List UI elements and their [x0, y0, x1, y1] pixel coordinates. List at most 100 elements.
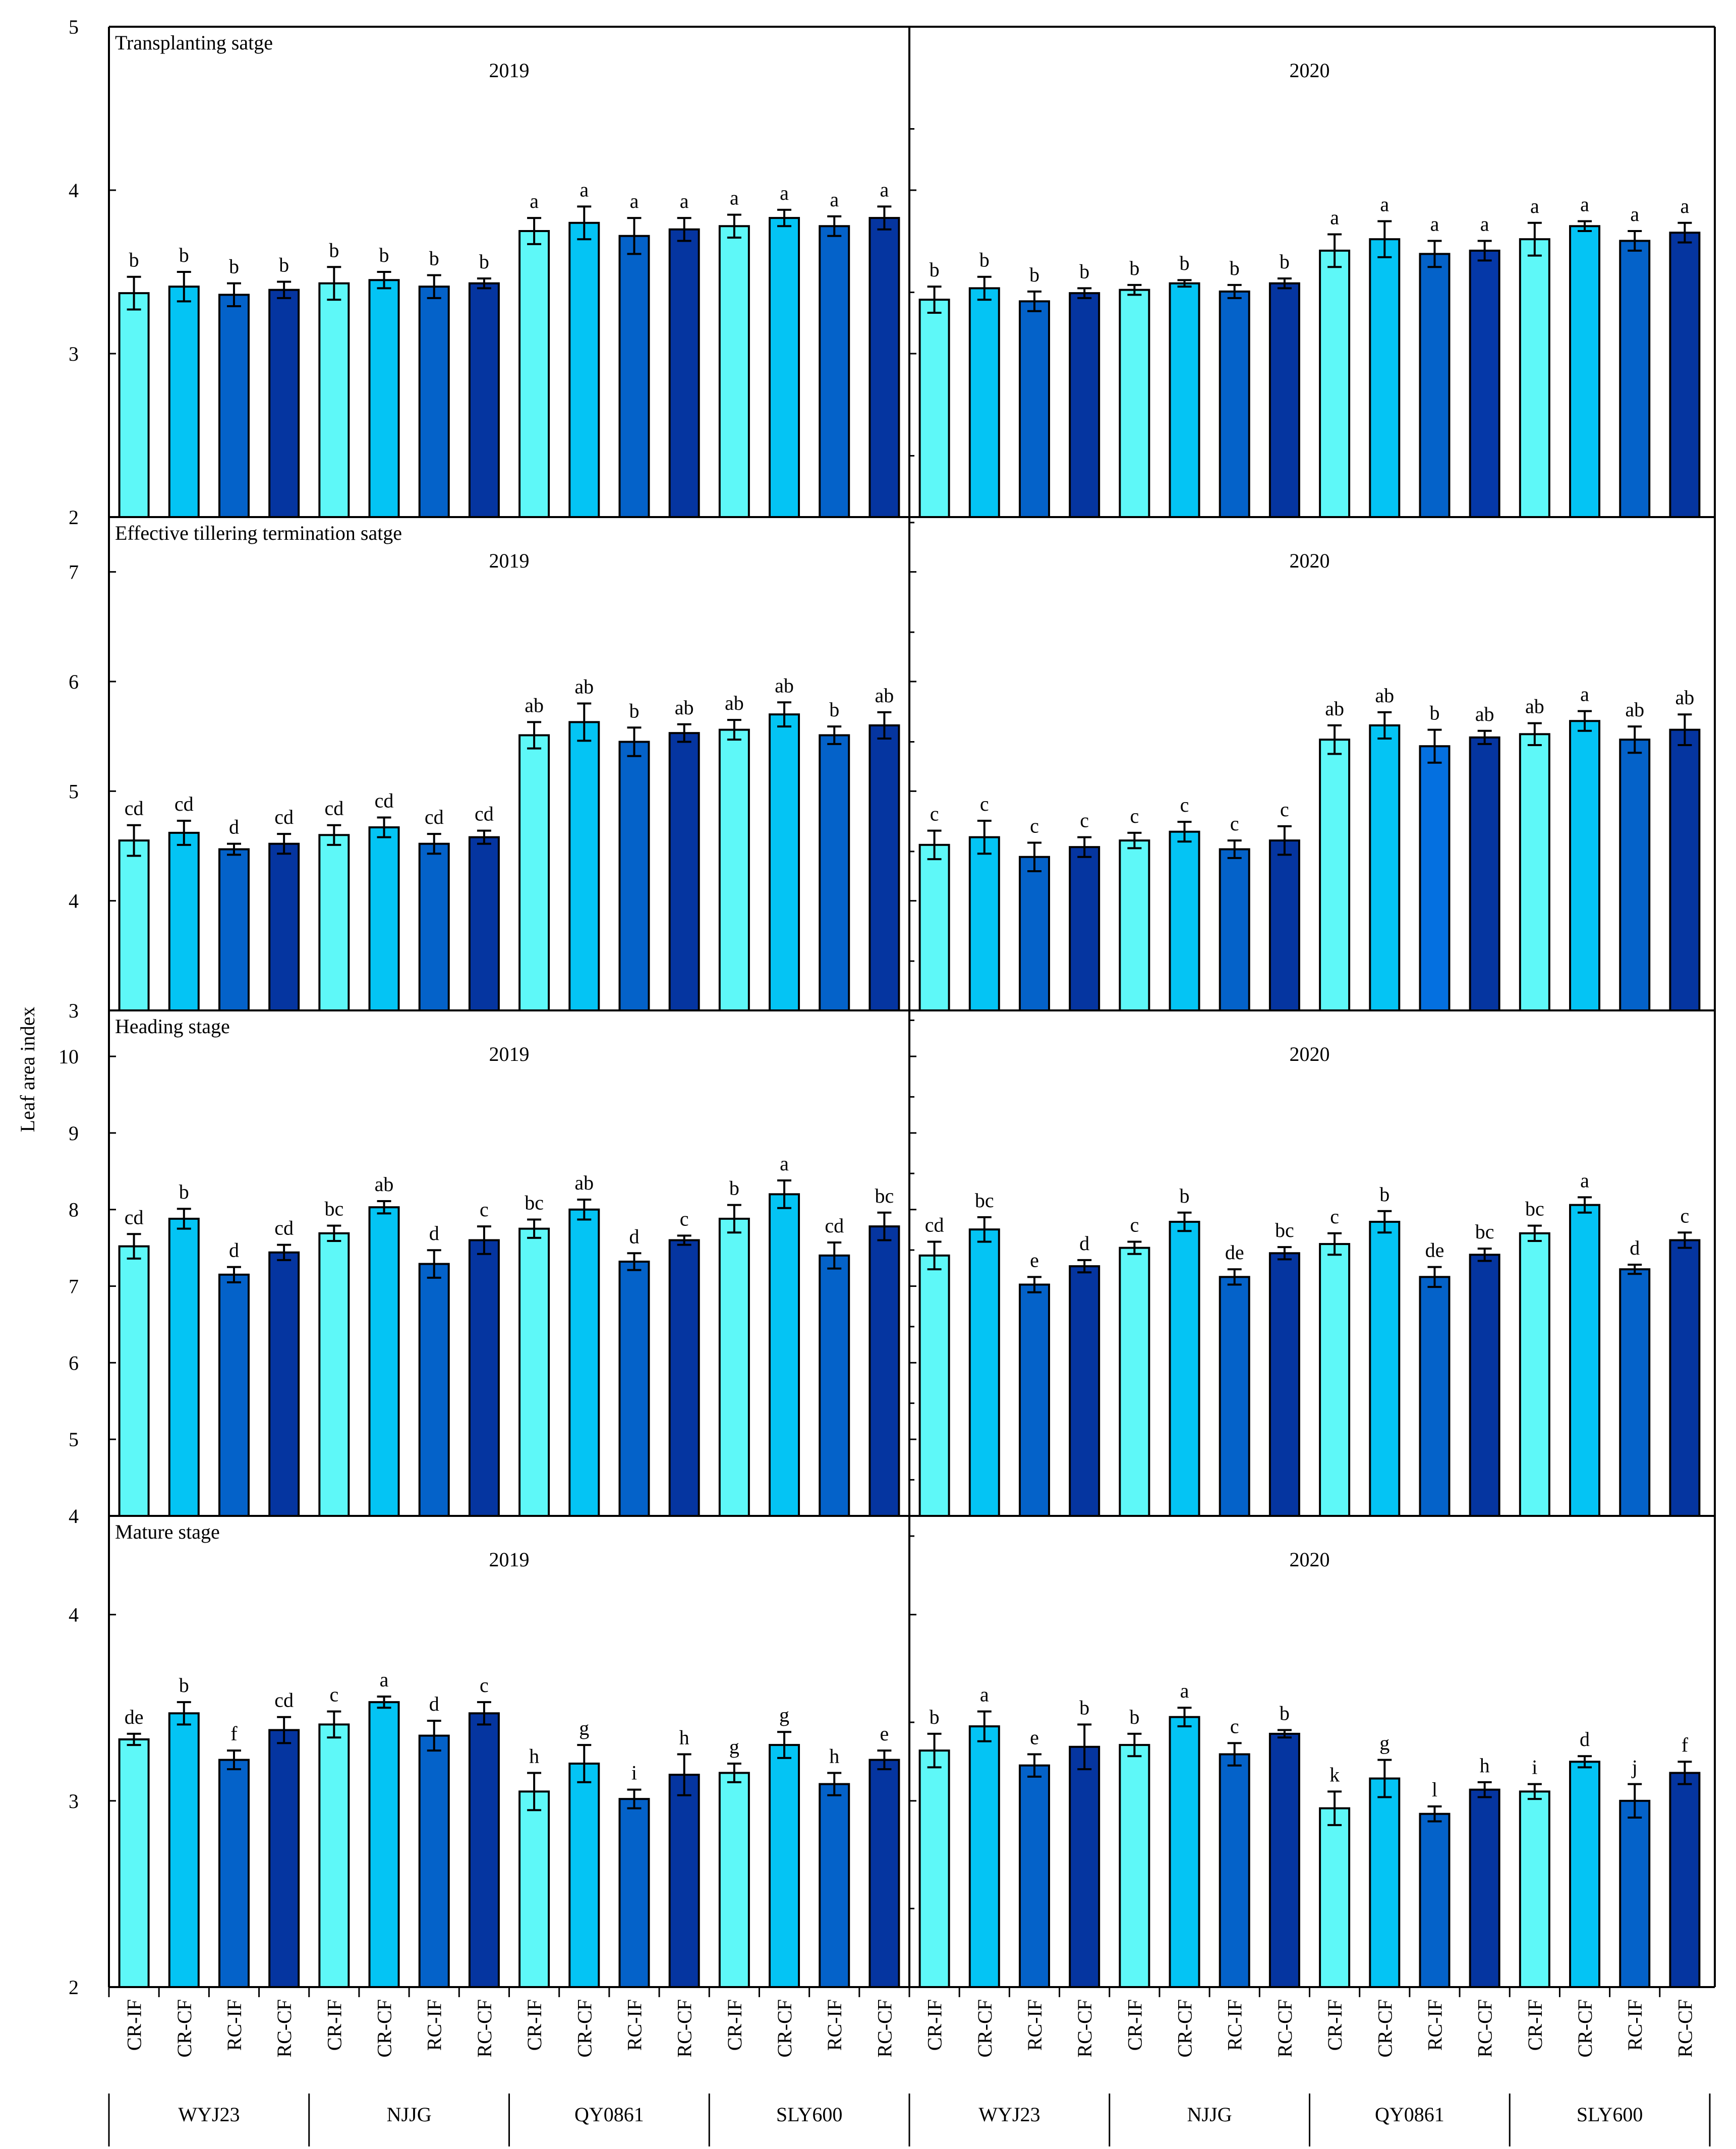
significance-letter: c: [1130, 1213, 1139, 1236]
x-tick-label: CR-IF: [1524, 1999, 1546, 2051]
y-tick-label: 8: [69, 1199, 79, 1221]
significance-letter: cd: [175, 793, 194, 815]
stage-title: Transplanting satge: [115, 31, 273, 54]
y-tick-label: 6: [69, 670, 79, 693]
bar-rc-cf: [1069, 292, 1101, 518]
significance-letter: i: [631, 1762, 637, 1784]
bar-cr-cf: [1169, 282, 1200, 518]
bar-rc-cf: [668, 228, 700, 518]
bar-rc-if: [218, 1759, 250, 1988]
bar-cr-cf: [1369, 1221, 1401, 1517]
y-tick-label: 3: [69, 343, 79, 365]
significance-letter: a: [780, 1152, 789, 1175]
bar-rc-cf: [268, 1251, 300, 1517]
significance-letter: ab: [875, 684, 894, 707]
significance-letter: a: [1330, 206, 1339, 229]
significance-letter: ab: [1625, 698, 1644, 721]
x-tick-label: RC-IF: [423, 1999, 446, 2051]
x-tick-label: RC-CF: [473, 1999, 496, 2058]
significance-letter: b: [1029, 263, 1039, 286]
x-tick-label: RC-CF: [873, 1999, 896, 2058]
significance-letter: cd: [475, 803, 494, 825]
bar-cr-if: [718, 1772, 750, 1989]
bar-rc-if: [418, 286, 450, 518]
significance-letter: a: [1580, 683, 1589, 706]
x-tick-label: CR-CF: [773, 1999, 796, 2058]
x-tick-label: CR-IF: [1123, 1999, 1146, 2051]
significance-letter: k: [1329, 1763, 1340, 1786]
significance-letter: b: [479, 250, 489, 273]
bar-rc-if: [618, 1260, 650, 1517]
bar-rc-if: [1018, 1283, 1050, 1517]
significance-letter: b: [279, 253, 289, 276]
significance-letter: c: [1330, 1205, 1339, 1228]
bar-cr-if: [1119, 289, 1150, 518]
significance-letter: c: [1230, 1715, 1239, 1737]
significance-letter: b: [379, 244, 389, 266]
bar-rc-cf: [1669, 232, 1701, 518]
bar-cr-cf: [368, 1701, 400, 1988]
bar-rc-cf: [268, 289, 300, 518]
bar-cr-cf: [968, 287, 1000, 519]
bar-rc-cf: [1069, 846, 1101, 1011]
significance-letter: d: [629, 1225, 639, 1248]
bar-rc-if: [618, 741, 650, 1011]
significance-letter: a: [1580, 1169, 1589, 1192]
bar-rc-if: [1619, 739, 1651, 1011]
significance-letter: cd: [825, 1214, 844, 1237]
significance-letter: b: [979, 249, 990, 271]
significance-letter: a: [530, 190, 539, 212]
significance-letter: c: [930, 803, 939, 825]
significance-letter: cd: [375, 789, 394, 812]
bar-cr-cf: [1169, 1221, 1200, 1517]
significance-letter: g: [729, 1735, 739, 1758]
significance-letter: b: [179, 1674, 189, 1696]
significance-letter: b: [1129, 1706, 1139, 1728]
significance-letter: a: [630, 190, 639, 212]
stage-title: Effective tillering termination satge: [115, 522, 402, 544]
significance-letter: b: [229, 255, 239, 278]
x-tick-label: RC-IF: [1023, 1999, 1046, 2051]
significance-letter: c: [1130, 805, 1139, 827]
significance-letter: f: [1682, 1733, 1689, 1756]
bar-cr-cf: [769, 217, 800, 518]
bar-cr-if: [918, 1254, 950, 1517]
cultivar-label: SLY600: [1577, 2103, 1643, 2126]
stage-title: Mature stage: [115, 1520, 220, 1543]
bar-rc-cf: [468, 836, 500, 1011]
significance-letter: g: [1379, 1732, 1390, 1755]
bar-rc-if: [218, 848, 250, 1012]
x-tick-label: RC-IF: [223, 1999, 246, 2051]
y-tick-label: 6: [69, 1351, 79, 1374]
significance-letter: c: [1030, 814, 1039, 837]
x-tick-label: CR-IF: [323, 1999, 345, 2051]
bar-cr-cf: [968, 836, 1000, 1011]
significance-letter: c: [1280, 798, 1289, 821]
significance-letter: cd: [925, 1213, 944, 1236]
bar-cr-if: [1519, 1790, 1550, 1989]
significance-letter: a: [580, 178, 589, 201]
significance-letter: g: [579, 1717, 589, 1739]
bar-rc-cf: [668, 1774, 700, 1988]
significance-letter: ab: [675, 696, 694, 719]
bar-rc-cf: [468, 1712, 500, 1988]
significance-letter: a: [1580, 193, 1589, 216]
bar-cr-cf: [1369, 1777, 1401, 1988]
significance-letter: j: [1631, 1756, 1638, 1779]
significance-letter: cd: [274, 1689, 294, 1712]
bar-cr-cf: [1569, 1761, 1601, 1989]
significance-letter: b: [1180, 1184, 1190, 1207]
significance-letter: e: [1030, 1726, 1039, 1749]
y-tick-label: 7: [69, 1275, 79, 1298]
bar-rc-cf: [668, 732, 700, 1011]
significance-letter: a: [680, 190, 689, 212]
bar-rc-if: [819, 225, 850, 518]
panel-year-label: 2019: [489, 59, 530, 82]
bar-rc-if: [819, 1783, 850, 1988]
bar-rc-cf: [1069, 1745, 1101, 1988]
bar-cr-cf: [968, 1725, 1000, 1989]
significance-letter: d: [1580, 1728, 1590, 1750]
bar-cr-if: [1319, 1807, 1351, 1989]
